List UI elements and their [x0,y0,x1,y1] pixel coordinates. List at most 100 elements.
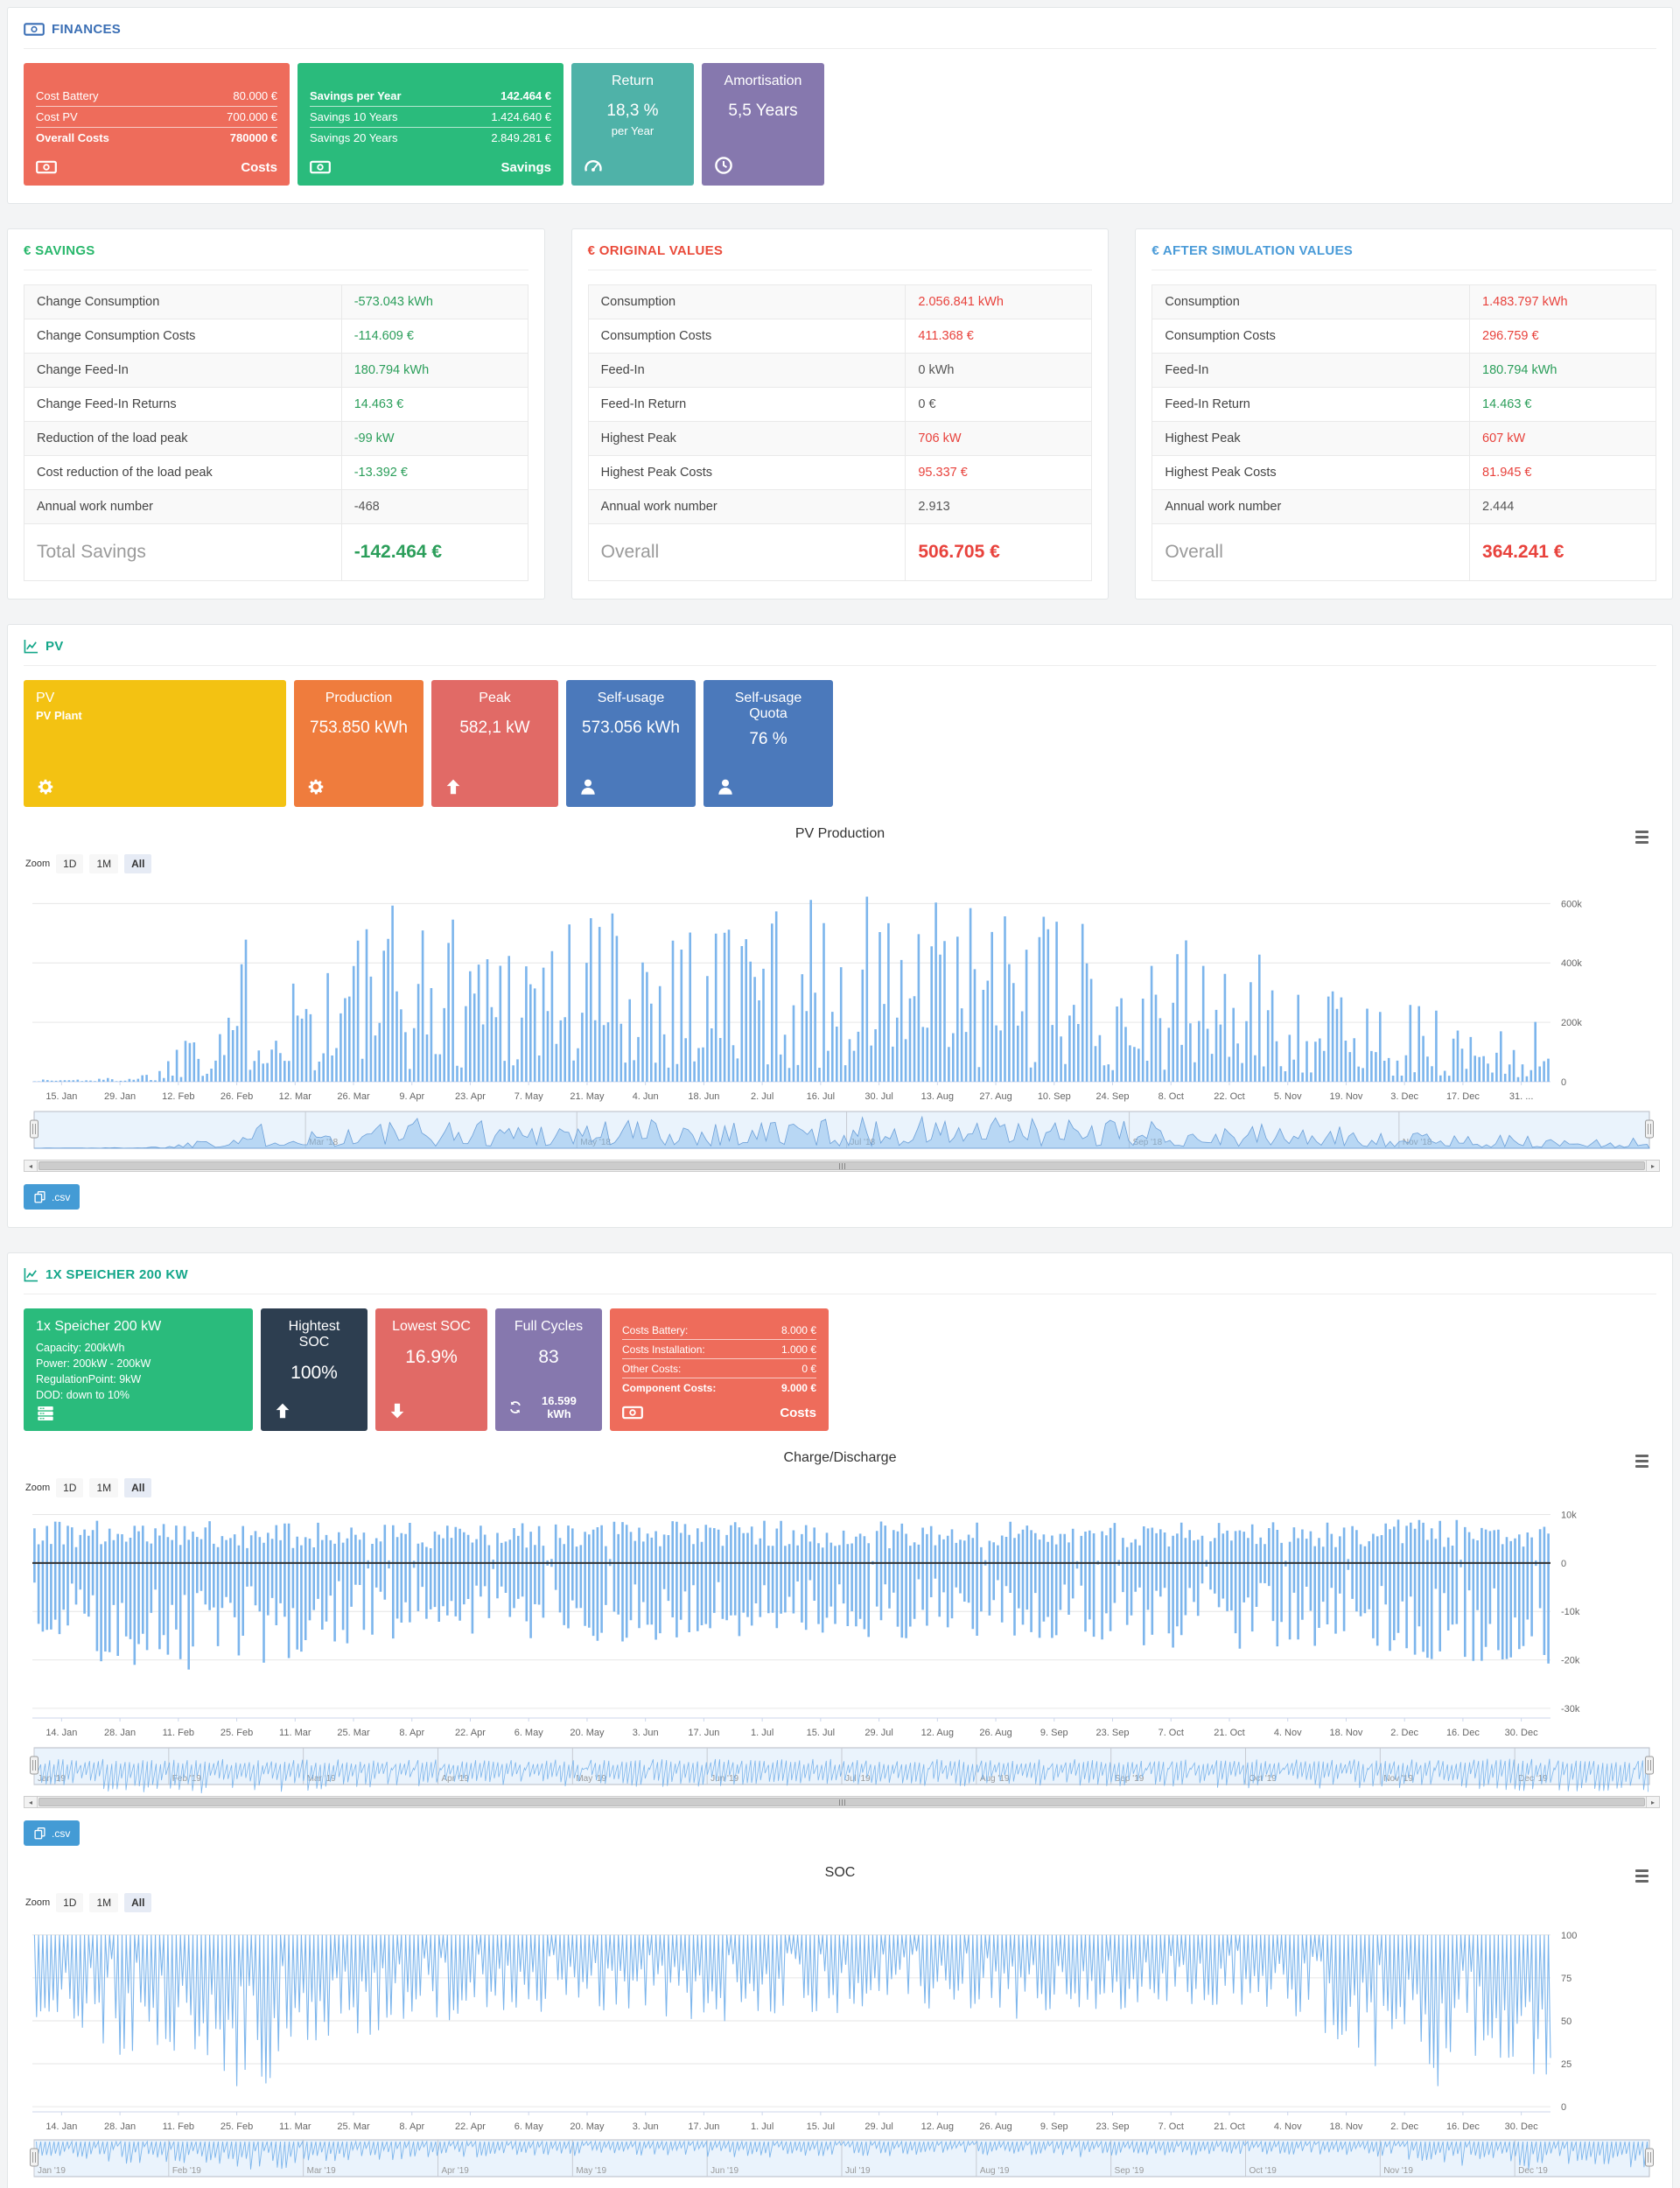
savings-card-row-label: Savings 20 Years [310,131,398,144]
csv-button-label: .csv [52,1190,71,1203]
zoom-button-all[interactable]: All [124,854,152,873]
scrollbar-track[interactable] [38,1796,1646,1808]
zoom-button-1d[interactable]: 1D [56,854,84,873]
chart-menu-button[interactable] [1630,1450,1653,1471]
pv-peak-card: Peak 582,1 kW [431,680,558,807]
chart-plot-area[interactable]: 600k 400k 200k 0 15. Jan 29. Jan 12. Feb 26. Fe… [24,879,1660,1108]
savings-card-row-label: Savings 10 Years [310,110,398,123]
zoom-button-1d[interactable]: 1D [56,1893,84,1912]
row-value: 2.056.841 kWh [905,284,1093,319]
svg-text:21. Oct: 21. Oct [1214,2121,1244,2132]
scrollbar-left-arrow[interactable]: ◂ [24,1160,38,1172]
pv-production-chart: PV Production Zoom 1D 1M All 600k 400k 200k 0 15.… [24,823,1660,1210]
row-label: Annual work number [1152,489,1471,524]
scrollbar-left-arrow[interactable]: ◂ [24,1796,38,1808]
speicher-spec-line: DOD: down to 10% [36,1389,130,1402]
zoom-button-1m[interactable]: 1M [89,1893,119,1912]
scrollbar-thumb[interactable] [38,1161,1645,1170]
navigator-handle[interactable] [1645,2148,1654,2167]
chart-navigator[interactable]: Jan '19 Feb '19 Mar '19 Apr '19 May '19 Jun '… [24,1744,1660,1795]
chart-scrollbar[interactable]: ◂ ▸ [24,1160,1660,1172]
svg-text:3. Dec: 3. Dec [1390,1091,1418,1102]
row-value: -114.609 € [340,319,528,354]
row-label: Annual work number [587,489,906,524]
svg-text:Nov '19: Nov '19 [1383,2166,1413,2176]
thumb-grip [841,1799,843,1806]
svg-text:20. May: 20. May [570,2121,605,2132]
svg-text:14. Jan: 14. Jan [46,1728,77,1738]
hamburger-bar [1634,1879,1648,1883]
zoom-button-all[interactable]: All [124,1478,152,1497]
navigator-handle[interactable] [1645,1756,1654,1775]
chart-menu-button[interactable] [1630,1865,1653,1886]
svg-text:7. Oct: 7. Oct [1158,2121,1184,2132]
pv-section: PV PV PV Plant Production 753.850 kWh Pe… [7,624,1673,1228]
svg-text:12. Feb: 12. Feb [162,1091,194,1102]
gear-icon [308,779,324,795]
chart-plot-area[interactable]: 100 75 50 25 0 14. Jan 28. Jan 11. Feb 25. Feb 11… [24,1918,1660,2136]
svg-text:Mar '18: Mar '18 [309,1138,338,1147]
svg-text:16. Dec: 16. Dec [1446,2121,1480,2132]
row-value: 296.759 € [1469,319,1657,354]
svg-text:6. May: 6. May [514,2121,544,2132]
svg-text:11. Mar: 11. Mar [279,2121,312,2132]
export-csv-button[interactable]: .csv [24,1184,80,1210]
svg-text:27. Aug: 27. Aug [979,1091,1012,1102]
savings-box: € SAVINGS Change Consumption -573.043 kWh… [7,228,545,600]
clock-icon [715,157,732,174]
total-value: -142.464 € [340,523,528,581]
navigator-handle[interactable] [30,2148,38,2167]
row-label: Change Consumption Costs [24,319,342,354]
svg-text:22. Oct: 22. Oct [1214,1091,1244,1102]
scrollbar-right-arrow[interactable]: ▸ [1646,1160,1660,1172]
navigator-handle[interactable] [30,1119,38,1139]
divider [24,665,1656,666]
scrollbar-track[interactable] [38,1160,1646,1172]
chart-plot-area[interactable]: 10k 0 -10k -20k -30k 14. Jan 28. Jan 11. Feb 25.… [24,1503,1660,1744]
row-value: 95.337 € [905,455,1093,490]
navigator-handle[interactable] [1645,1119,1654,1139]
row-label: Change Consumption [24,284,342,319]
speicher-costs-row-label: Other Costs: [622,1362,682,1375]
amortisation-card-title: Amortisation [724,74,802,88]
lowest-soc-card-title: Lowest SOC [392,1319,471,1334]
svg-text:25. Mar: 25. Mar [337,2121,370,2132]
row-value: 2.444 [1469,489,1657,524]
pv-production-card-title: Production [325,691,393,705]
svg-text:12. Aug: 12. Aug [921,2121,954,2132]
chart-menu-button[interactable] [1630,826,1653,847]
svg-text:5. Nov: 5. Nov [1274,1091,1302,1102]
scrollbar-right-arrow[interactable]: ▸ [1646,1796,1660,1808]
pv-plant-card-title: PV [36,691,55,705]
zoom-button-1d[interactable]: 1D [56,1478,84,1497]
chart-title: Charge/Discharge [783,1450,897,1465]
export-csv-button[interactable]: .csv [24,1820,80,1846]
copy-icon [34,1191,46,1203]
navigator-handle[interactable] [30,1756,38,1775]
svg-text:Sep '18: Sep '18 [1133,1138,1163,1147]
costs-card-row-value: 780000 € [229,131,277,144]
original-values-box: € ORIGINAL VALUES Consumption 2.056.841 k… [570,228,1110,600]
svg-text:Oct '19: Oct '19 [1250,2166,1278,2176]
svg-text:Mar '19: Mar '19 [307,2166,336,2176]
svg-text:50: 50 [1561,2016,1572,2027]
arrow-up-icon [276,1403,290,1419]
svg-text:15. Jan: 15. Jan [46,1091,77,1102]
svg-text:7. May: 7. May [514,1091,544,1102]
chart-navigator[interactable]: Mar '18 May '18 Jul '18 Sep '18 Nov '18 [24,1108,1660,1159]
zoom-button-all[interactable]: All [124,1893,152,1912]
svg-text:22. Apr: 22. Apr [455,1728,486,1738]
chart-scrollbar[interactable]: ◂ ▸ [24,1796,1660,1808]
zoom-label: Zoom [25,859,51,869]
svg-text:12. Mar: 12. Mar [279,1091,312,1102]
chart-head: PV Production [24,823,1656,844]
person-icon [718,779,732,795]
table-row: Reduction of the load peak -99 kW [24,421,528,456]
scrollbar-thumb[interactable] [38,1798,1645,1806]
zoom-button-1m[interactable]: 1M [89,854,119,873]
row-label: Reduction of the load peak [24,421,342,456]
zoom-button-1m[interactable]: 1M [89,1478,119,1497]
speicher-costs-row: Component Costs: 9.000 € [622,1378,816,1397]
full-cycles-card-title: Full Cycles [514,1319,584,1334]
chart-navigator[interactable]: Jan '19 Feb '19 Mar '19 Apr '19 May '19 Jun '… [24,2136,1660,2187]
